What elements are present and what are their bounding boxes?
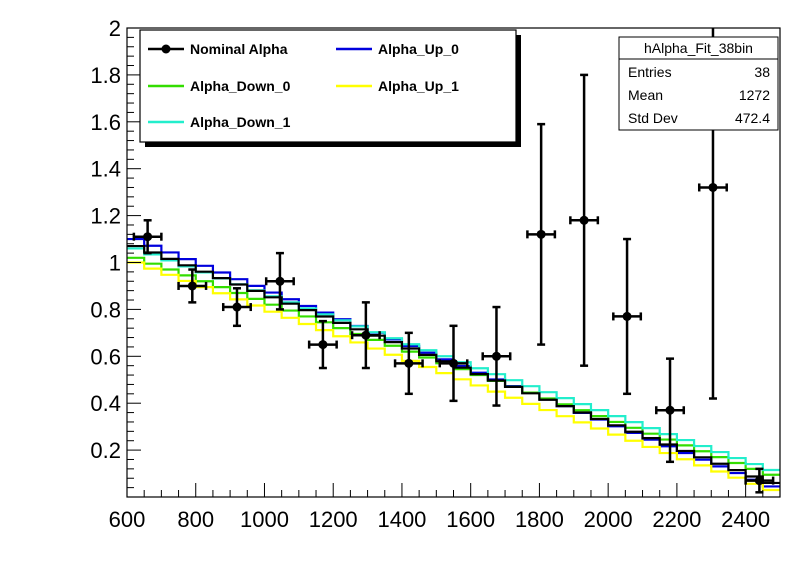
legend-label: Alpha_Down_0 bbox=[190, 78, 291, 94]
legend-swatch-marker bbox=[161, 44, 171, 54]
nominal-point bbox=[307, 319, 338, 370]
nominal-marker bbox=[318, 340, 328, 350]
legend-item: Alpha_Down_0 bbox=[148, 78, 291, 94]
stats-frame bbox=[618, 36, 779, 131]
nominal-marker bbox=[187, 281, 197, 291]
stats-row-value: 1272 bbox=[739, 87, 770, 103]
nominal-point bbox=[569, 73, 600, 367]
legend-label: Nominal Alpha bbox=[190, 41, 288, 57]
nominal-marker bbox=[579, 215, 589, 225]
nominal-marker bbox=[708, 182, 718, 192]
y-tick-label: 1 bbox=[109, 251, 121, 276]
stats-row-value: 38 bbox=[754, 64, 770, 80]
nominal-marker bbox=[665, 405, 675, 415]
nominal-point bbox=[481, 305, 512, 407]
y-tick-label: 1.2 bbox=[90, 204, 121, 229]
nominal-point bbox=[177, 268, 208, 304]
nominal-marker bbox=[361, 330, 371, 340]
legend: Nominal Alpha Alpha_Up_0 Alpha_Down_0 Alpha… bbox=[139, 29, 521, 147]
nominal-point bbox=[612, 237, 643, 396]
nominal-marker bbox=[404, 358, 414, 368]
x-tick-label: 2400 bbox=[721, 507, 770, 532]
stats-row-label: Std Dev bbox=[628, 110, 678, 126]
x-tick-label: 2200 bbox=[652, 507, 701, 532]
y-tick-label: 2 bbox=[109, 16, 121, 41]
x-tick-label: 1800 bbox=[515, 507, 564, 532]
legend-label: Alpha_Up_1 bbox=[378, 78, 459, 94]
stats-row-label: Mean bbox=[628, 87, 663, 103]
axes: 600 800 1000 1200 1400 1600 1800 2000 2200 2400 0.… bbox=[90, 16, 781, 532]
y-tick-label: 0.8 bbox=[90, 297, 121, 322]
legend-item: Alpha_Up_1 bbox=[336, 78, 459, 94]
y-tick-label: 1.8 bbox=[90, 63, 121, 88]
legend-item: Alpha_Up_0 bbox=[336, 41, 459, 57]
legend-box bbox=[139, 29, 517, 143]
nominal-point bbox=[221, 287, 252, 328]
nominal-marker bbox=[449, 358, 458, 368]
nominal-point bbox=[264, 251, 295, 311]
y-tick-label: 0.4 bbox=[90, 391, 121, 416]
nominal-marker bbox=[622, 311, 632, 321]
stats-row-label: Entries bbox=[628, 64, 672, 80]
x-tick-label: 1600 bbox=[446, 507, 495, 532]
stats-title: hAlpha_Fit_38bin bbox=[644, 40, 753, 56]
stats-box: hAlpha_Fit_38bin Entries 38 Mean 1272 Std Dev… bbox=[618, 36, 779, 131]
nominal-point bbox=[744, 467, 775, 494]
x-tick-label: 1000 bbox=[240, 507, 289, 532]
legend-label: Alpha_Up_0 bbox=[378, 41, 459, 57]
nominal-marker bbox=[754, 476, 764, 486]
x-tick-label: 600 bbox=[109, 507, 146, 532]
nominal-point bbox=[438, 324, 469, 403]
x-tick-label: 2000 bbox=[584, 507, 633, 532]
legend-item: Alpha_Down_1 bbox=[148, 114, 291, 130]
x-tick-label: 1200 bbox=[309, 507, 358, 532]
nominal-marker bbox=[491, 351, 501, 361]
nominal-point bbox=[393, 331, 424, 396]
nominal-marker bbox=[232, 302, 242, 312]
y-tick-label: 0.6 bbox=[90, 344, 121, 369]
nominal-point bbox=[350, 301, 381, 370]
nominal-point bbox=[655, 357, 686, 464]
x-tick-label: 1400 bbox=[377, 507, 426, 532]
y-tick-label: 0.2 bbox=[90, 438, 121, 463]
x-tick-label: 800 bbox=[177, 507, 214, 532]
legend-label: Alpha_Down_1 bbox=[190, 114, 291, 130]
nominal-marker bbox=[143, 232, 153, 242]
legend-item: Nominal Alpha bbox=[148, 41, 288, 57]
y-tick-label: 1.4 bbox=[90, 157, 121, 182]
nominal-point bbox=[526, 122, 557, 346]
nominal-marker bbox=[536, 229, 546, 239]
y-tick-label: 1.6 bbox=[90, 110, 121, 135]
nominal-marker bbox=[275, 276, 285, 286]
stats-row-value: 472.4 bbox=[735, 110, 770, 126]
